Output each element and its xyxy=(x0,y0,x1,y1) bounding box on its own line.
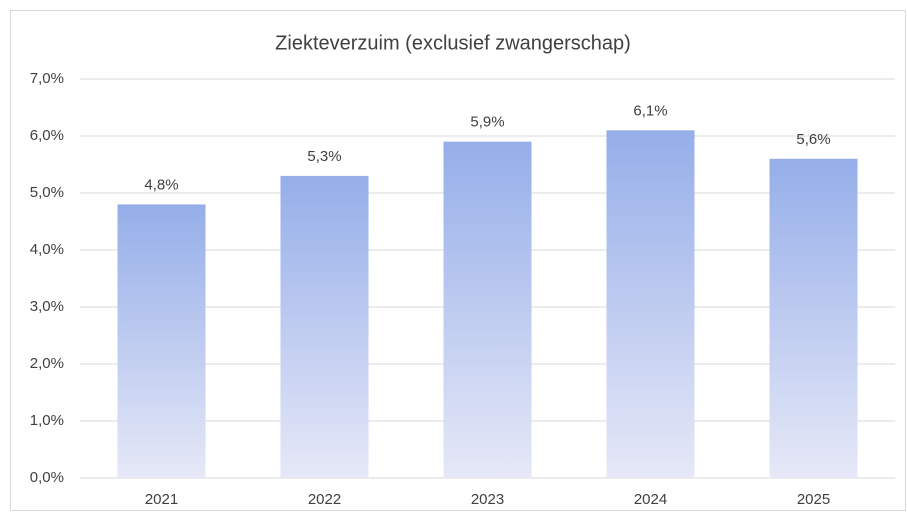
chart-title: Ziekteverzuim (exclusief zwangerschap) xyxy=(275,32,631,54)
x-tick-label: 2023 xyxy=(471,491,504,508)
y-tick-label: 0,0% xyxy=(30,469,64,486)
y-tick-label: 6,0% xyxy=(30,127,64,144)
bar xyxy=(606,130,695,479)
x-tick-label: 2022 xyxy=(308,491,341,508)
bar xyxy=(117,204,206,478)
y-tick-label: 3,0% xyxy=(30,298,64,315)
data-label: 5,3% xyxy=(307,148,341,165)
y-tick-label: 1,0% xyxy=(30,412,64,429)
y-tick-label: 5,0% xyxy=(30,184,64,201)
data-label: 5,9% xyxy=(470,114,504,131)
data-label: 5,6% xyxy=(796,131,830,148)
bar xyxy=(443,141,532,478)
x-tick-label: 2021 xyxy=(145,491,178,508)
bar xyxy=(769,158,858,479)
x-tick-label: 2024 xyxy=(634,491,667,508)
data-label: 4,8% xyxy=(144,176,178,193)
bar xyxy=(280,175,369,478)
y-tick-label: 7,0% xyxy=(30,70,64,87)
x-tick-label: 2025 xyxy=(797,491,830,508)
y-tick-label: 2,0% xyxy=(30,355,64,372)
y-tick-label: 4,0% xyxy=(30,241,64,258)
data-label: 6,1% xyxy=(633,102,667,119)
